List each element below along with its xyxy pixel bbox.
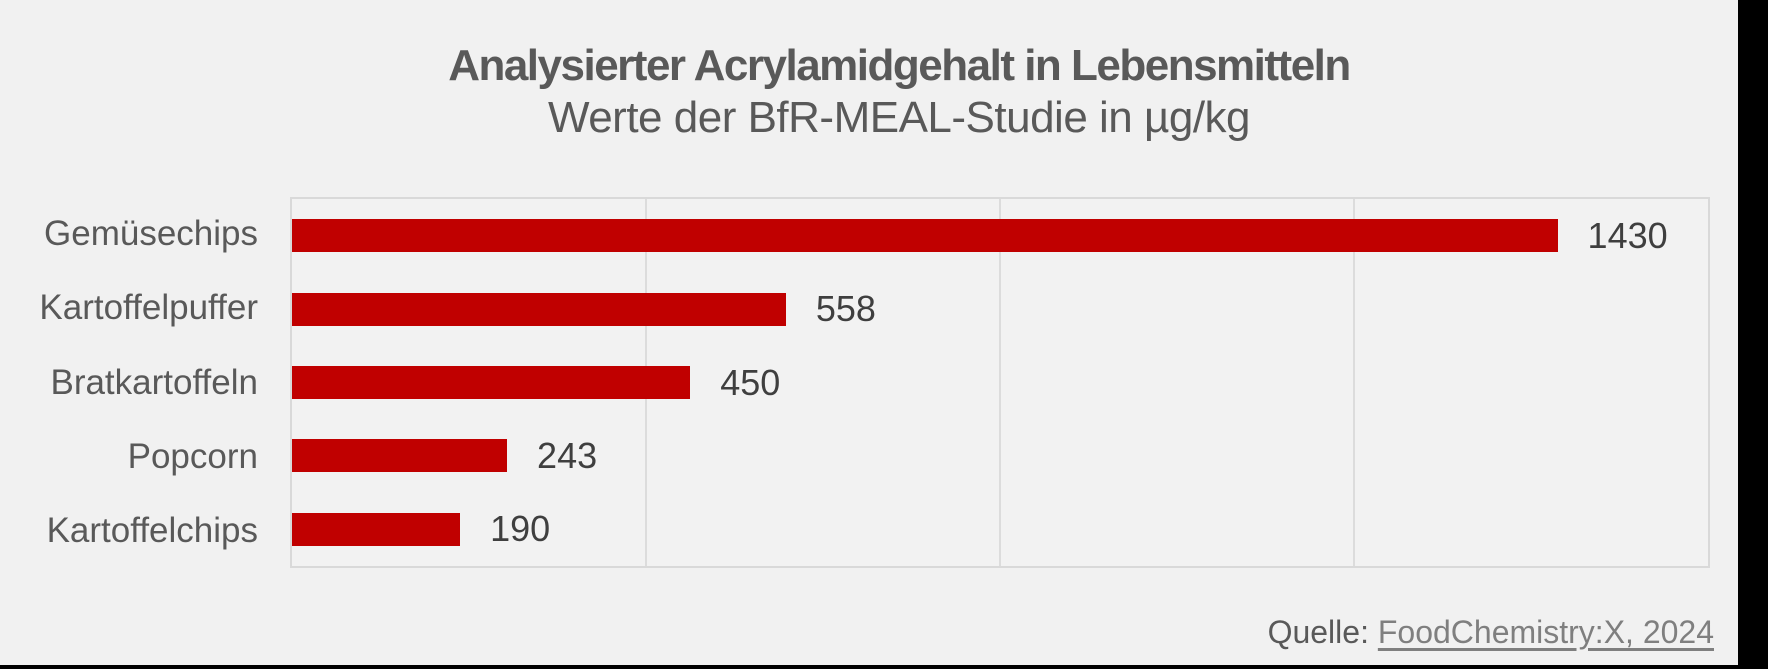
chart-title: Analysierter Acrylamidgehalt in Lebensmi… bbox=[448, 41, 1351, 90]
bar-row: 1430 bbox=[292, 199, 1708, 272]
gridline bbox=[1353, 199, 1355, 566]
value-label: 1430 bbox=[1587, 214, 1668, 256]
category-label: Gemüsechips bbox=[44, 214, 258, 254]
gridline bbox=[999, 199, 1001, 566]
value-bar bbox=[292, 366, 691, 400]
value-bar bbox=[292, 439, 508, 473]
plot-area: 1430 558 450 243 190 bbox=[290, 197, 1710, 568]
source-prefix: Quelle: bbox=[1267, 614, 1378, 650]
chart-canvas: Analysierter Acrylamidgehalt in Lebensmi… bbox=[0, 0, 1738, 665]
source-link[interactable]: FoodChemistry:X, 2024 bbox=[1377, 614, 1714, 650]
chart-header: Analysierter Acrylamidgehalt in Lebensmi… bbox=[0, 40, 1738, 144]
value-label: 558 bbox=[815, 288, 876, 330]
bar-rows-layer: 1430 558 450 243 190 bbox=[292, 199, 1708, 566]
value-bar bbox=[292, 292, 786, 326]
value-bar bbox=[292, 512, 461, 546]
source-line: Quelle: FoodChemistry:X, 2024 bbox=[1268, 614, 1714, 651]
bar-row: 558 bbox=[292, 272, 1708, 345]
bar-row: 450 bbox=[292, 346, 1708, 419]
category-label: Kartoffelchips bbox=[46, 510, 258, 550]
category-label: Popcorn bbox=[127, 436, 258, 476]
category-labels-column: Gemüsechips Kartoffelpuffer Bratkartoffeln… bbox=[0, 197, 258, 568]
category-label: Bratkartoffeln bbox=[50, 362, 258, 402]
value-label: 190 bbox=[490, 508, 551, 550]
chart-subtitle: Werte der BfR-MEAL-Studie in µg/kg bbox=[547, 93, 1251, 142]
value-bar bbox=[292, 219, 1558, 253]
category-label: Kartoffelpuffer bbox=[39, 288, 258, 328]
bar-row: 243 bbox=[292, 419, 1708, 492]
bar-row: 190 bbox=[292, 493, 1708, 566]
value-label: 450 bbox=[720, 361, 781, 403]
value-label: 243 bbox=[537, 434, 598, 476]
